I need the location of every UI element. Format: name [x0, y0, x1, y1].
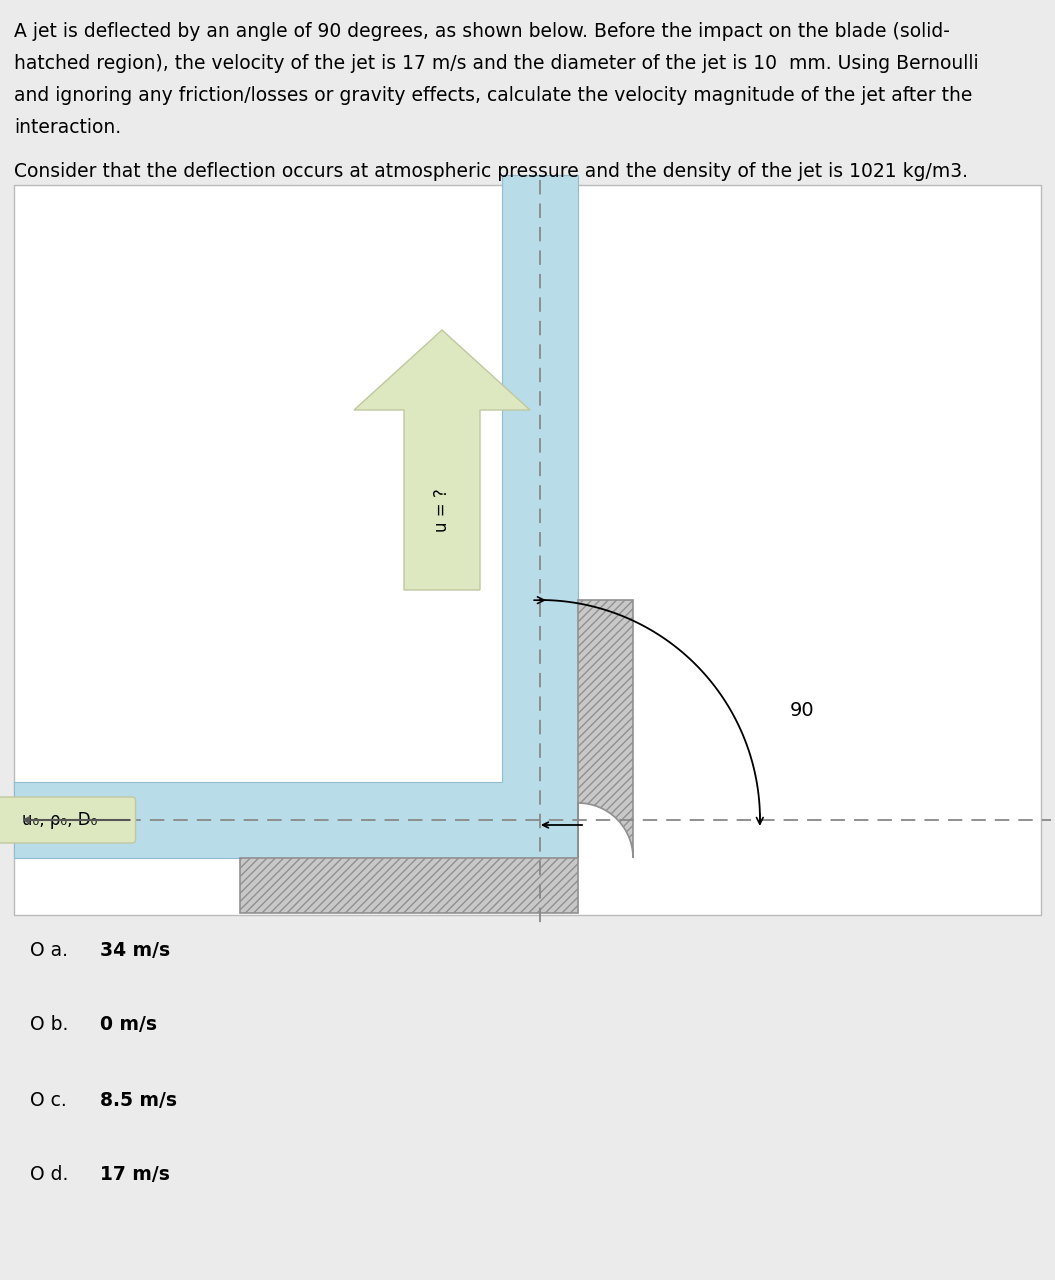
Text: Consider that the deflection occurs at atmospheric pressure and the density of t: Consider that the deflection occurs at a…	[14, 163, 968, 180]
FancyBboxPatch shape	[0, 797, 135, 844]
Polygon shape	[239, 600, 633, 913]
Text: 0 m/s: 0 m/s	[100, 1015, 157, 1034]
Text: 90: 90	[790, 700, 814, 719]
Text: A jet is deflected by an angle of 90 degrees, as shown below. Before the impact : A jet is deflected by an angle of 90 deg…	[14, 22, 950, 41]
Polygon shape	[354, 330, 530, 590]
Text: 34 m/s: 34 m/s	[100, 941, 170, 960]
Text: hatched region), the velocity of the jet is 17 m/s and the diameter of the jet i: hatched region), the velocity of the jet…	[14, 54, 979, 73]
Text: O b.: O b.	[30, 1015, 69, 1034]
Text: interaction.: interaction.	[14, 118, 121, 137]
Text: and ignoring any friction/losses or gravity effects, calculate the velocity magn: and ignoring any friction/losses or grav…	[14, 86, 973, 105]
Text: O d.: O d.	[30, 1166, 69, 1184]
Text: O c.: O c.	[30, 1091, 66, 1110]
Text: 8.5 m/s: 8.5 m/s	[100, 1091, 177, 1110]
Polygon shape	[14, 175, 578, 858]
Text: O a.: O a.	[30, 941, 68, 960]
Text: 17 m/s: 17 m/s	[100, 1166, 170, 1184]
Text: u = ?: u = ?	[433, 488, 450, 532]
Bar	[14, 186, 1041, 915]
Text: u₀, ρ₀, D₀: u₀, ρ₀, D₀	[22, 812, 98, 829]
